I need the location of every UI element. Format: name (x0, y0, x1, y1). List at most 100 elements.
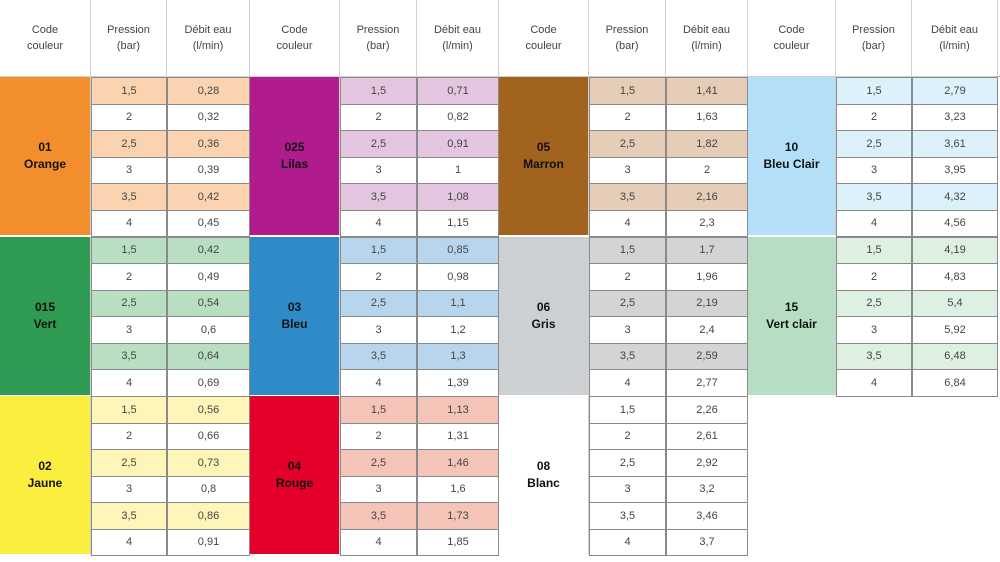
color-name: Lilas (280, 157, 309, 171)
pression-cell: 1,5 (91, 396, 167, 424)
debit-cell: 1,13 (417, 396, 499, 424)
pression-cell: 3 (340, 475, 417, 503)
pression-cell: 2 (340, 422, 417, 450)
debit-cell: 0,36 (167, 130, 250, 158)
debit-cell: 1,15 (417, 209, 499, 237)
debit-cell: 0,28 (167, 77, 250, 105)
debit-cell: 1,63 (666, 103, 748, 131)
color-code-cell: 10 Bleu Clair (748, 77, 836, 236)
debit-cell: 1,31 (417, 422, 499, 450)
color-name: Vert clair (766, 316, 817, 331)
debit-cell: 1,2 (417, 316, 499, 344)
header-code-couleur: Code couleur (748, 0, 836, 77)
pression-cell: 4 (91, 209, 167, 237)
pression-cell: 3 (836, 156, 912, 184)
pression-cell: 3 (836, 316, 912, 344)
pression-cell: 2,5 (340, 130, 417, 158)
debit-cell: 5,4 (912, 289, 998, 317)
pression-cell: 4 (91, 528, 167, 556)
pression-cell: 2 (340, 103, 417, 131)
debit-cell: 6,84 (912, 369, 998, 397)
debit-cell: 1,73 (417, 502, 499, 530)
pression-cell: 1,5 (340, 396, 417, 424)
debit-cell: 1,85 (417, 528, 499, 556)
debit-cell: 6,48 (912, 342, 998, 370)
debit-cell: 0,32 (167, 103, 250, 131)
pression-cell: 3,5 (91, 183, 167, 211)
header-pression: Pression (bar) (340, 0, 417, 77)
debit-cell: 0,98 (417, 263, 499, 291)
color-code-number: 08 (536, 459, 551, 473)
header-pression: Pression (bar) (589, 0, 666, 77)
pression-cell: 2 (836, 103, 912, 131)
debit-cell: 0,8 (167, 475, 250, 503)
debit-cell: 0,6 (167, 316, 250, 344)
debit-cell: 2,59 (666, 342, 748, 370)
pression-cell: 1,5 (91, 236, 167, 264)
pression-cell: 2,5 (340, 289, 417, 317)
debit-cell: 1,1 (417, 289, 499, 317)
debit-cell: 1,41 (666, 77, 748, 105)
pression-cell: 1,5 (589, 77, 666, 105)
pression-cell: 3,5 (836, 183, 912, 211)
pression-cell: 1,5 (836, 77, 912, 105)
color-name: Marron (523, 157, 564, 171)
color-code-cell: 04 Rouge (250, 396, 340, 555)
color-code-cell: 025 Lilas (250, 77, 340, 236)
color-name: Rouge (275, 476, 314, 490)
pression-cell: 2 (589, 263, 666, 291)
debit-cell: 2,79 (912, 77, 998, 105)
color-code-cell: 01 Orange (0, 77, 91, 236)
header-debit-eau: Débit eau (l/min) (666, 0, 748, 77)
color-name: Orange (23, 157, 66, 171)
pression-cell: 4 (836, 369, 912, 397)
pression-cell: 4 (836, 209, 912, 237)
pression-cell: 1,5 (589, 396, 666, 424)
pression-cell: 3,5 (340, 502, 417, 530)
pression-cell: 2,5 (91, 130, 167, 158)
debit-cell: 0,42 (167, 236, 250, 264)
header-code-couleur: Code couleur (499, 0, 589, 77)
debit-cell: 3,23 (912, 103, 998, 131)
debit-cell: 0,91 (417, 130, 499, 158)
color-name: Vert (33, 316, 57, 331)
debit-cell: 0,54 (167, 289, 250, 317)
debit-cell: 3,7 (666, 528, 748, 556)
pression-cell: 2,5 (340, 449, 417, 477)
header-pression: Pression (bar) (836, 0, 912, 77)
debit-cell: 5,92 (912, 316, 998, 344)
pression-cell: 2 (91, 422, 167, 450)
debit-cell: 0,49 (167, 263, 250, 291)
debit-cell: 0,56 (167, 396, 250, 424)
color-code-cell: 03 Bleu (250, 236, 340, 396)
pression-cell: 3 (340, 316, 417, 344)
debit-cell: 0,82 (417, 103, 499, 131)
header-debit-eau: Débit eau (l/min) (417, 0, 499, 77)
color-code-cell: 02 Jaune (0, 396, 91, 555)
pression-cell: 2 (91, 263, 167, 291)
pression-cell: 3 (589, 475, 666, 503)
color-name: Blanc (527, 476, 560, 490)
debit-cell: 0,45 (167, 209, 250, 237)
pression-cell: 3,5 (340, 342, 417, 370)
debit-cell: 4,32 (912, 183, 998, 211)
pression-cell: 3,5 (589, 183, 666, 211)
color-code-number: 01 (38, 140, 52, 154)
color-code-number: 02 (38, 459, 52, 473)
debit-cell: 3,95 (912, 156, 998, 184)
pression-cell: 3 (91, 475, 167, 503)
debit-cell: 1,08 (417, 183, 499, 211)
debit-cell: 3,61 (912, 130, 998, 158)
color-code-number: 015 (34, 299, 56, 314)
color-code-number: 03 (287, 299, 302, 314)
pression-cell: 2 (340, 263, 417, 291)
pression-cell: 2,5 (836, 289, 912, 317)
pression-cell: 4 (589, 369, 666, 397)
pression-cell: 3,5 (91, 502, 167, 530)
debit-cell: 3,46 (666, 502, 748, 530)
pression-cell: 3 (91, 316, 167, 344)
pression-cell: 3,5 (589, 342, 666, 370)
pression-cell: 3 (589, 316, 666, 344)
color-code-number: 15 (784, 299, 799, 314)
